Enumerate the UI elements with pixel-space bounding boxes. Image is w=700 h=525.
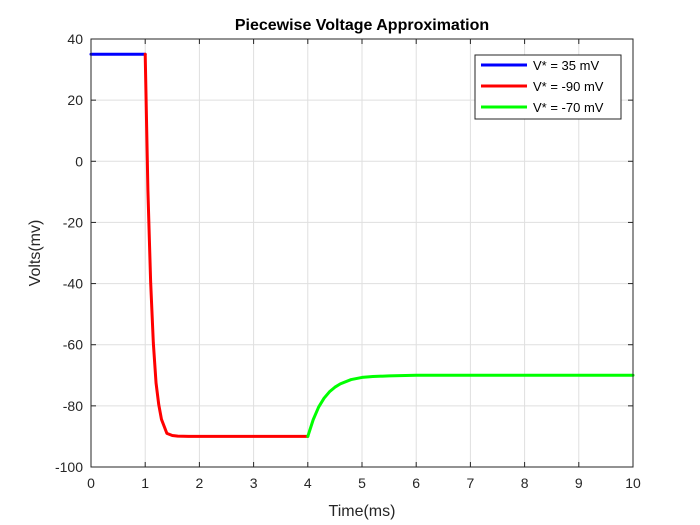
x-tick-label: 7 [467,475,475,491]
x-tick-label: 9 [575,475,583,491]
x-tick-label: 5 [358,475,366,491]
x-tick-label: 10 [625,475,641,491]
series-line-2 [143,52,310,438]
x-tick-label: 8 [521,475,529,491]
legend-items: V* = 35 mV V* = -90 mV V* = -70 mV [481,58,604,115]
chart-title: Piecewise Voltage Approximation [235,17,489,34]
legend-label-1: V* = 35 mV [533,58,599,73]
legend-label-2: V* = -90 mV [533,79,604,94]
x-tick-label: 6 [412,475,420,491]
y-tick-label: -40 [63,276,83,292]
x-tick-label: 3 [250,475,258,491]
y-tick-label: -80 [63,398,83,414]
x-axis-label: Time(ms) [329,503,396,520]
y-axis-label: Volts(mv) [27,220,44,287]
axis-ticks: 0 1 2 3 4 5 6 7 8 9 10 40 20 0 -20 -40 -60 -80 -100 [55,31,641,491]
x-tick-label: 4 [304,475,312,491]
legend-label-3: V* = -70 mV [533,100,604,115]
series-line-3 [306,373,635,438]
legend: V* = 35 mV V* = -90 mV V* = -70 mV [474,54,622,120]
y-tick-label: 40 [67,31,83,47]
series-lines [89,52,635,438]
x-tick-label: 0 [87,475,95,491]
y-tick-label: -60 [63,337,83,353]
x-tick-label: 1 [141,475,149,491]
y-tick-label: 20 [67,92,83,108]
y-tick-label: -100 [55,459,83,475]
y-tick-label: 0 [75,153,83,169]
y-tick-label: -20 [63,214,83,230]
x-tick-label: 2 [196,475,204,491]
